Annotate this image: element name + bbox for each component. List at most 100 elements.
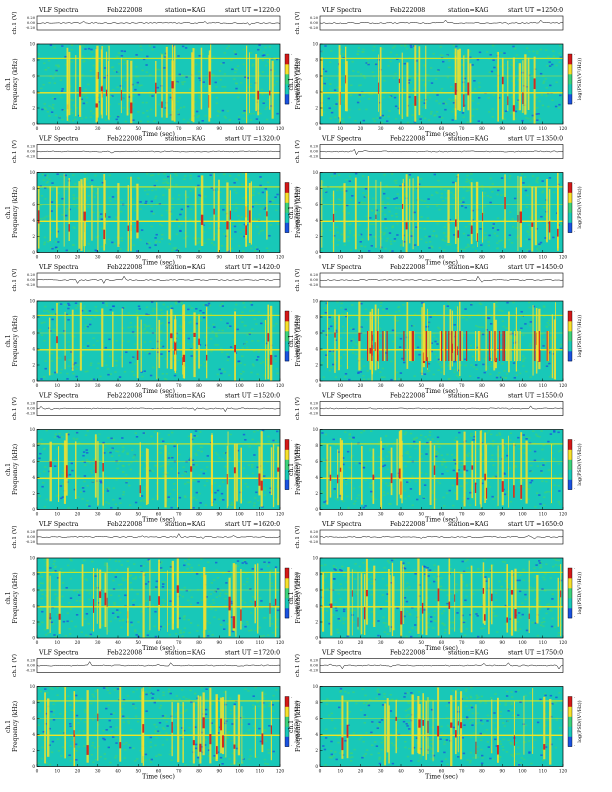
spectrogram-cell (73, 364, 77, 366)
spectrogram-cell (345, 479, 348, 481)
spectrogram-cell (495, 63, 498, 66)
spectrogram-cell (424, 235, 428, 238)
v-tick-label: -0.20 (309, 283, 319, 287)
spectrogram-cell (66, 378, 69, 380)
spectrogram-cell (51, 308, 54, 311)
spectrogram-cell (74, 118, 77, 120)
spectrogram-cell (415, 100, 418, 102)
sferic-streak (394, 315, 396, 381)
sferic-peak (513, 485, 515, 498)
spectrogram-cell (115, 478, 118, 481)
spectrogram-cell (379, 371, 382, 373)
spectrogram-cell (395, 320, 399, 322)
spectrogram-cell (479, 207, 482, 209)
spectrogram-cell (409, 488, 413, 490)
spectrogram-cell (499, 119, 503, 122)
spectrogram-cell (85, 224, 88, 227)
sferic-streak (258, 446, 261, 496)
spectrogram-cell (230, 616, 233, 618)
spectrogram-cell (116, 616, 120, 618)
spectrogram-cell (48, 82, 51, 84)
spectrogram-cell (415, 198, 419, 200)
spectrogram-cell (65, 249, 68, 252)
spectrogram-cell (140, 451, 144, 453)
sferic-streak (337, 449, 339, 499)
spectrogram-cell (399, 372, 403, 374)
spectrogram-cell (188, 589, 191, 592)
spectrogram-cell (130, 621, 133, 624)
sferic-peak (482, 212, 484, 221)
spectrogram-cell (90, 362, 93, 365)
spectrogram-cell (536, 119, 539, 121)
spectrogram-cell (466, 455, 470, 457)
spectrogram-cell (77, 496, 80, 499)
sferic-peak (345, 75, 347, 84)
spectrogram-cell (149, 108, 153, 111)
spectrogram-cell (90, 51, 94, 53)
spectrogram-cell (137, 305, 141, 308)
spectrogram-cell (212, 599, 215, 601)
spectrogram-cell (164, 68, 167, 71)
spectrogram-cell (470, 173, 473, 175)
spectrogram-cell (260, 322, 263, 325)
spectrogram-cell (512, 45, 515, 48)
spectrogram-cell (188, 322, 191, 324)
spectrogram-cell (153, 625, 156, 628)
spectrogram-cell (167, 496, 170, 498)
spectrogram-cell (198, 97, 202, 100)
spectrogram-cell (214, 81, 217, 84)
spectrogram-cell (393, 442, 396, 444)
spectrogram-cell (87, 342, 90, 344)
spectrogram-cell (148, 459, 151, 461)
spectrogram-cell (352, 437, 355, 439)
spectrogram-cell (121, 451, 124, 453)
spectrogram-cell (145, 200, 148, 203)
sferic-streak (555, 302, 556, 380)
spectrogram-cell (327, 619, 331, 622)
colorbar-label: log(PSD/(V²/Hz)) (576, 58, 583, 100)
spectrogram-cell (478, 82, 481, 84)
spectrogram-cell (371, 456, 374, 459)
spectrogram-cell (328, 61, 332, 64)
spectrogram-cell (82, 60, 85, 63)
spectrogram-cell (531, 114, 534, 117)
spectrogram-cell (52, 444, 56, 446)
spectrogram-cell (261, 54, 265, 57)
spectrogram-cell (383, 214, 387, 216)
spectrogram-cell (339, 583, 342, 586)
sferic-peak (455, 219, 457, 227)
spectrogram-cell (514, 110, 518, 113)
spectrogram-cell (186, 567, 189, 570)
spectrogram-cell (262, 51, 265, 54)
spectrogram-cell (240, 216, 244, 218)
sferic-streak (158, 319, 161, 369)
spectrogram-cell (435, 450, 438, 453)
spectrogram-cell (132, 456, 135, 459)
spectrogram-cell (57, 192, 60, 194)
spectrogram-cell (56, 228, 60, 230)
spectrogram-cell (64, 174, 67, 177)
spectrogram-cell (148, 352, 151, 355)
f-tick-label: 2 (32, 106, 35, 111)
spectrogram-cell (544, 237, 547, 239)
spectrogram-cell (75, 614, 79, 616)
spectrogram-cell (135, 634, 138, 636)
spectrogram-cell (219, 199, 222, 201)
spectrogram-cell (44, 360, 47, 362)
spectrogram-cell (406, 234, 409, 237)
sferic-streak (401, 52, 403, 120)
spectrogram-cell (558, 490, 561, 492)
f-tick-label: 10 (30, 42, 36, 47)
spectrogram-cell (40, 218, 43, 220)
spectrogram-cell (339, 356, 343, 358)
colorbar-segment (285, 351, 289, 362)
sferic-peak (269, 354, 273, 365)
spectrogram-cell (204, 504, 207, 506)
spectrogram-cell (170, 305, 173, 307)
spectrogram-cell (70, 620, 73, 623)
spectra-panel-1450-0: VLF Spectra Feb222008 station=KAG start UT … (288, 264, 583, 395)
burst-streak (430, 331, 432, 361)
spectrogram-cell (230, 600, 233, 603)
spectrogram-cell (107, 607, 110, 610)
spectrogram-cell (151, 498, 155, 500)
